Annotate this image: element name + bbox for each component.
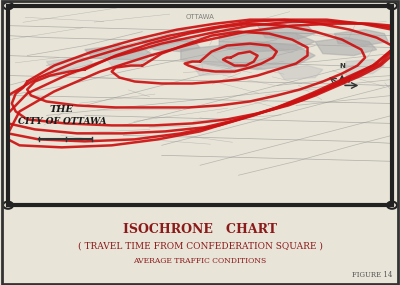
Text: N: N (339, 62, 345, 68)
Polygon shape (315, 38, 377, 56)
Polygon shape (219, 32, 315, 52)
Polygon shape (346, 60, 384, 76)
Polygon shape (192, 62, 238, 76)
Text: OTTAWA: OTTAWA (186, 14, 214, 20)
Text: FIGURE 14: FIGURE 14 (352, 271, 392, 279)
Polygon shape (334, 30, 388, 46)
Polygon shape (142, 38, 200, 52)
Polygon shape (181, 42, 315, 70)
Text: ISOCHRONE   CHART: ISOCHRONE CHART (123, 223, 277, 236)
Polygon shape (85, 46, 154, 60)
Polygon shape (258, 22, 315, 40)
Polygon shape (46, 58, 92, 72)
Polygon shape (277, 66, 323, 80)
Text: ( TRAVEL TIME FROM CONFEDERATION SQUARE ): ( TRAVEL TIME FROM CONFEDERATION SQUARE … (78, 242, 322, 251)
Text: CITY OF OTTAWA: CITY OF OTTAWA (18, 117, 106, 126)
Polygon shape (104, 52, 150, 66)
Text: AVERAGE TRAFFIC CONDITIONS: AVERAGE TRAFFIC CONDITIONS (133, 257, 267, 265)
Text: THE: THE (50, 105, 74, 114)
